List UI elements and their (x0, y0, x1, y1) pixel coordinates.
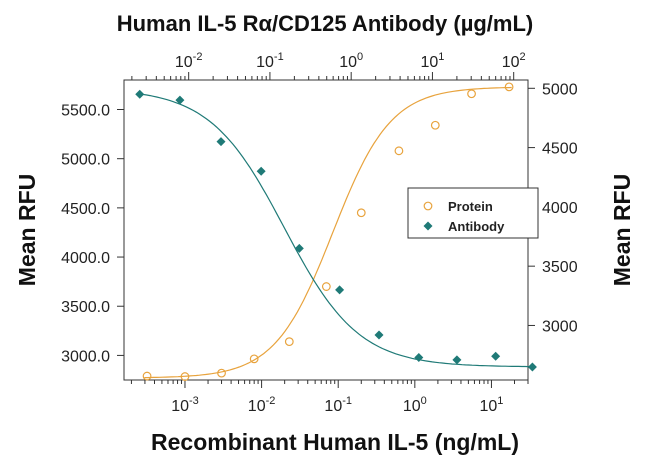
antibody-fit-curve (136, 92, 536, 368)
antibody-point (452, 355, 462, 365)
protein-fit-curve (144, 86, 512, 379)
data-points (135, 82, 537, 381)
legend-box (407, 187, 539, 239)
x-bottom-tick-label: 10-1 (324, 395, 352, 415)
y-axis-title-left: Mean RFU (14, 174, 40, 286)
antibody-point (335, 285, 345, 295)
legend-label-protein: Protein (448, 199, 493, 214)
antibody-point (527, 362, 537, 372)
y-axis-title-right: Mean RFU (609, 174, 635, 286)
antibody-point (414, 352, 424, 362)
y-left-tick-label: 3000.0 (61, 348, 110, 365)
antibody-point (294, 243, 304, 253)
y-left-tick-label: 4000.0 (61, 250, 110, 267)
legend-marker-protein (423, 201, 433, 211)
antibody-point (256, 166, 266, 176)
x-bottom-tick-label: 10-2 (248, 395, 276, 415)
legend: Protein Antibody (407, 187, 539, 239)
x-bottom-tick-label: 101 (479, 395, 503, 415)
chart-title: Human IL-5 Rα/CD125 Antibody (µg/mL) (117, 11, 534, 36)
protein-point (284, 337, 294, 347)
y-left-tick-label: 3500.0 (61, 299, 110, 316)
antibody-point (135, 89, 145, 99)
protein-point (217, 368, 226, 378)
legend-marker-antibody (423, 221, 433, 231)
protein-point (249, 354, 259, 364)
y-left-tick-label: 5500.0 (61, 103, 110, 120)
protein-point (321, 282, 331, 291)
protein-point (180, 372, 190, 381)
antibody-point (216, 137, 226, 147)
y-right-tick-label: 5000 (542, 81, 578, 98)
x-top-tick-label: 10-2 (175, 51, 203, 71)
antibody-point (175, 95, 185, 105)
x-top-tick-label: 100 (339, 51, 363, 71)
y-right-tick-label: 4000 (542, 200, 578, 217)
y-right-tick-label: 4500 (542, 141, 578, 158)
axis-ticks: 10-3 10-2 10-1 100 101 10-2 10-1 100 101 102 3000.… (61, 51, 578, 415)
antibody-point (491, 351, 501, 361)
protein-point (430, 120, 440, 130)
x-top-tick-label: 10-1 (256, 51, 284, 71)
fit-curves (136, 86, 536, 379)
x-bottom-tick-label: 100 (403, 395, 427, 415)
protein-point (467, 89, 476, 99)
y-right-tick-label: 3500 (542, 259, 578, 276)
x-top-tick-label: 102 (502, 51, 526, 71)
protein-point (142, 371, 152, 381)
protein-point (504, 82, 514, 92)
protein-point (356, 208, 366, 218)
x-axis-title: Recombinant Human IL-5 (ng/mL) (151, 429, 519, 455)
protein-point (394, 146, 404, 156)
y-left-tick-label: 4500.0 (61, 201, 110, 218)
x-bottom-tick-label: 10-3 (171, 395, 199, 415)
y-right-tick-label: 3000 (542, 318, 578, 335)
x-top-tick-label: 101 (420, 51, 444, 71)
legend-label-antibody: Antibody (448, 219, 505, 234)
antibody-point (374, 330, 384, 340)
y-left-tick-label: 5000.0 (61, 152, 110, 169)
